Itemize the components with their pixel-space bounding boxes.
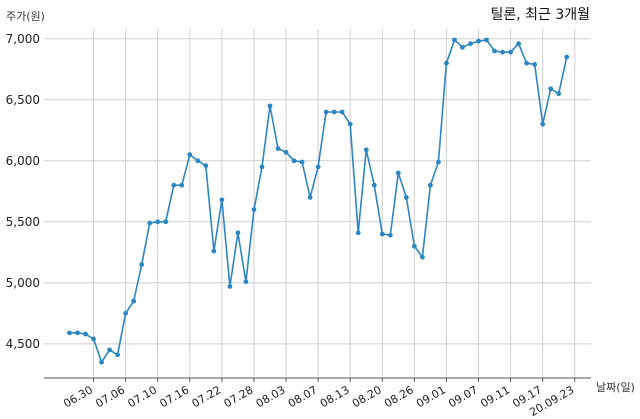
data-point: [516, 41, 522, 47]
data-point: [323, 109, 329, 115]
data-point: [147, 220, 153, 226]
x-tick-label: 08.26: [382, 383, 416, 410]
data-point: [155, 219, 161, 225]
data-point: [371, 182, 377, 188]
gridlines: [44, 29, 591, 378]
x-tick-label: 09.01: [414, 383, 448, 410]
data-point: [556, 91, 562, 97]
data-point: [379, 231, 385, 237]
data-point: [339, 109, 345, 115]
data-point: [83, 331, 88, 337]
data-point: [203, 163, 209, 169]
data-point: [235, 230, 241, 236]
price-series: [67, 37, 570, 365]
data-point: [219, 197, 225, 203]
data-point: [387, 232, 393, 238]
data-point: [179, 182, 185, 188]
x-tick-label: 07.10: [125, 383, 159, 410]
data-point: [139, 262, 145, 267]
y-axis-label: 주가(원): [6, 10, 45, 23]
data-point: [363, 147, 369, 153]
data-point: [395, 170, 401, 176]
data-point: [91, 336, 96, 342]
y-tick-label: 6,000: [6, 154, 40, 168]
data-point: [67, 330, 72, 336]
x-tick-label: 07.16: [158, 383, 192, 410]
data-point: [283, 149, 289, 155]
data-point: [476, 38, 481, 44]
data-point: [227, 284, 233, 289]
data-point: [524, 60, 530, 66]
data-point: [195, 158, 201, 164]
data-point: [131, 298, 137, 304]
data-point: [532, 61, 538, 67]
data-point: [291, 158, 297, 164]
data-point: [548, 86, 554, 92]
data-point: [211, 248, 217, 254]
data-point: [540, 121, 546, 127]
data-point: [75, 330, 80, 336]
data-point: [347, 121, 353, 127]
x-tick-label: 09.07: [446, 383, 480, 410]
y-tick-label: 5,000: [6, 276, 40, 290]
x-tick-label: 08.03: [254, 383, 288, 410]
x-tick-label: 07.22: [190, 383, 224, 410]
data-point: [123, 310, 129, 316]
data-point: [259, 164, 265, 170]
data-point: [436, 159, 441, 165]
data-point: [492, 48, 497, 54]
data-point: [315, 164, 321, 170]
x-tick-label: 07.28: [222, 383, 256, 410]
data-point: [243, 279, 249, 284]
data-point: [452, 37, 457, 43]
data-point: [331, 109, 337, 115]
data-point: [355, 230, 361, 236]
data-point: [500, 49, 505, 55]
data-point: [411, 243, 417, 249]
data-point: [307, 194, 313, 200]
chart-title: 틸론, 최근 3개월: [490, 7, 590, 23]
data-point: [115, 352, 121, 358]
data-point: [460, 44, 465, 50]
data-point: [163, 219, 169, 225]
y-tick-label: 5,500: [6, 215, 40, 229]
x-tick-label: 06.30: [61, 383, 95, 410]
data-point: [564, 54, 570, 60]
data-point: [419, 254, 425, 260]
x-tick-label: 08.20: [350, 383, 384, 410]
y-tick-label: 7,000: [6, 32, 40, 46]
data-point: [444, 60, 449, 66]
data-point: [508, 49, 513, 55]
data-point: [299, 159, 305, 165]
data-point: [428, 182, 433, 188]
x-tick-label: 08.07: [286, 383, 320, 410]
y-tick-label: 4,500: [6, 337, 40, 351]
data-point: [251, 207, 257, 213]
data-point: [484, 37, 489, 43]
data-point: [107, 347, 112, 353]
data-point: [267, 103, 273, 109]
x-tick-label: 08.13: [318, 383, 352, 410]
x-tick-label: 09.11: [478, 383, 512, 410]
y-tick-label: 6,500: [6, 93, 40, 107]
data-point: [187, 152, 193, 158]
x-axis-label: 날짜(일): [596, 380, 635, 394]
data-point: [403, 194, 409, 200]
data-point: [99, 359, 104, 365]
data-point: [275, 146, 281, 151]
data-point: [171, 182, 177, 188]
x-tick-label: 07.06: [93, 383, 127, 410]
data-point: [468, 41, 473, 47]
